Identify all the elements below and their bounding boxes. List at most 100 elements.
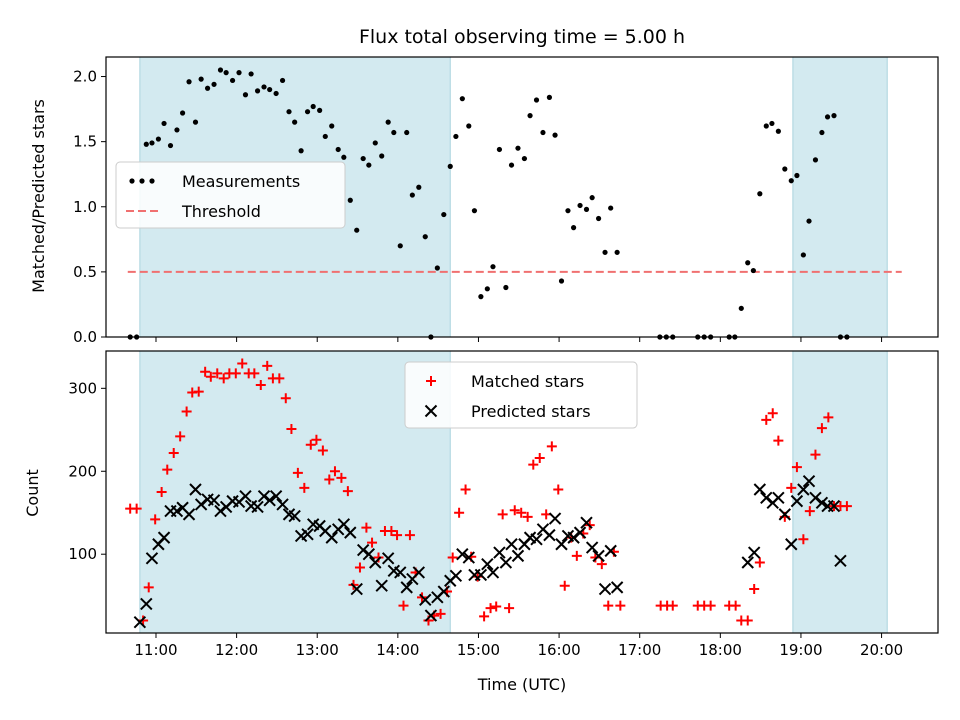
data-point xyxy=(186,79,192,85)
data-point xyxy=(505,538,518,551)
data-point xyxy=(785,538,798,551)
y-tick-label: 200 xyxy=(68,462,97,480)
data-point xyxy=(424,404,438,418)
legend-swatch xyxy=(139,178,145,184)
data-point xyxy=(310,103,316,110)
data-point xyxy=(412,566,426,579)
data-point xyxy=(304,109,311,115)
data-point xyxy=(189,483,202,496)
data-point xyxy=(516,507,527,518)
data-point xyxy=(797,483,810,496)
data-point xyxy=(509,505,520,516)
data-point xyxy=(573,526,587,539)
data-point xyxy=(493,546,506,559)
data-point xyxy=(484,286,490,292)
data-point xyxy=(730,600,741,611)
data-point xyxy=(511,549,525,563)
data-point xyxy=(559,580,570,591)
data-point xyxy=(827,499,841,513)
data-point xyxy=(521,155,528,162)
data-point xyxy=(350,582,363,596)
data-point xyxy=(775,128,781,134)
y-axis-label-top: Matched/Predicted stars xyxy=(29,99,48,293)
data-point xyxy=(138,615,149,626)
x-tick-label: 16:00 xyxy=(537,641,580,659)
data-point xyxy=(131,503,142,514)
legend-label: Threshold xyxy=(181,202,261,221)
data-point xyxy=(398,600,409,611)
data-point xyxy=(255,380,266,391)
data-point xyxy=(667,600,678,611)
data-point xyxy=(571,550,582,561)
data-point xyxy=(179,110,186,116)
data-point xyxy=(490,264,496,270)
data-point xyxy=(223,70,229,76)
x-tick-label: 20:00 xyxy=(860,641,903,659)
series-dot xyxy=(127,67,850,340)
data-point xyxy=(261,84,267,90)
y-tick-label: 100 xyxy=(68,545,97,563)
data-point xyxy=(790,494,804,508)
data-point xyxy=(447,552,458,563)
data-point xyxy=(218,373,229,384)
data-point xyxy=(262,360,273,371)
x-axis-label: Time (UTC) xyxy=(477,675,566,694)
x-tick-label: 15:00 xyxy=(457,641,500,659)
data-point xyxy=(486,566,500,579)
data-point xyxy=(834,554,847,568)
data-point xyxy=(372,140,378,146)
data-point xyxy=(515,145,521,151)
data-point xyxy=(198,76,204,82)
x-tick-label: 17:00 xyxy=(618,641,661,659)
data-point xyxy=(434,265,440,271)
x-tick-label: 11:00 xyxy=(134,641,177,659)
y-axis-label-bottom: Count xyxy=(23,469,42,517)
data-point xyxy=(615,600,626,611)
data-point xyxy=(273,90,279,97)
data-point xyxy=(416,184,422,190)
data-point xyxy=(236,70,242,76)
data-point xyxy=(397,243,403,249)
data-point xyxy=(602,249,608,255)
data-point xyxy=(496,146,503,153)
data-point xyxy=(329,123,335,129)
data-point xyxy=(337,518,351,531)
data-point xyxy=(747,546,761,559)
data-point xyxy=(570,225,577,231)
data-point xyxy=(156,487,167,497)
data-point xyxy=(810,449,821,460)
legend-box xyxy=(115,161,346,229)
data-point xyxy=(193,386,204,397)
data-point xyxy=(392,530,403,541)
data-point xyxy=(424,609,438,622)
data-point xyxy=(286,109,292,115)
data-point xyxy=(149,140,155,146)
data-point xyxy=(472,571,483,582)
data-point xyxy=(598,582,612,596)
data-point xyxy=(242,92,249,98)
data-point xyxy=(369,556,382,569)
data-point xyxy=(162,464,173,475)
data-point xyxy=(299,482,310,493)
data-point xyxy=(763,123,769,129)
data-point xyxy=(585,541,599,554)
data-point xyxy=(143,582,154,593)
data-point xyxy=(409,192,415,198)
data-point xyxy=(200,366,211,377)
data-point xyxy=(567,531,580,544)
data-point xyxy=(366,162,372,168)
data-point xyxy=(342,486,353,497)
data-point xyxy=(161,120,167,127)
data-point xyxy=(167,142,174,149)
legend-swatch xyxy=(149,178,155,184)
data-point xyxy=(533,97,540,103)
data-point xyxy=(769,120,775,127)
data-point xyxy=(823,412,834,423)
data-point xyxy=(391,129,397,136)
data-point xyxy=(249,368,260,379)
x-tick-label: 12:00 xyxy=(215,641,258,659)
data-point xyxy=(754,557,765,568)
data-point xyxy=(742,615,753,626)
data-point xyxy=(329,466,340,477)
